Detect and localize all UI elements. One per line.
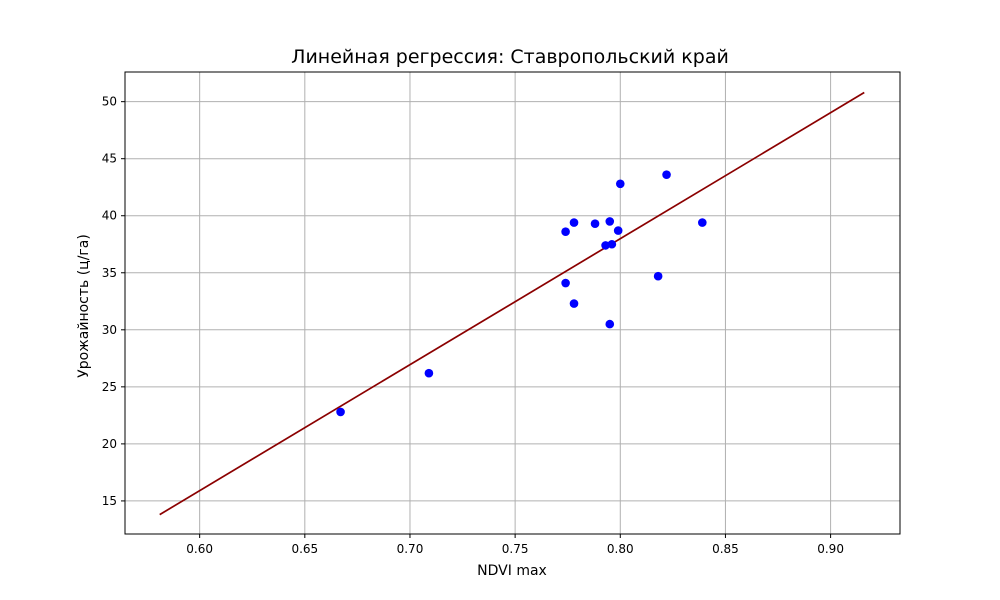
regression-line-layer	[159, 91, 865, 516]
y-tick-label: 40	[102, 209, 117, 223]
data-point	[607, 239, 617, 249]
y-tick-label: 25	[102, 380, 117, 394]
data-point	[613, 226, 623, 235]
x-axis-ticks: 0.60 0.65 0.70 0.75 0.80 0.85 0.90	[186, 534, 844, 556]
y-tick-label: 35	[102, 266, 117, 280]
x-tick-label: 0.85	[712, 542, 739, 556]
data-point	[561, 227, 570, 237]
scatter-points	[336, 170, 707, 417]
x-axis-label: NDVI max	[477, 563, 547, 579]
y-axis-ticks: 15 20 25 30 35 40 45 50	[102, 95, 125, 508]
data-point	[336, 407, 345, 417]
data-point	[653, 271, 663, 281]
y-tick-label: 15	[102, 494, 117, 508]
x-tick-label: 0.75	[502, 542, 529, 556]
data-point	[605, 217, 615, 226]
data-point	[698, 218, 707, 227]
data-point	[590, 219, 600, 229]
x-tick-label: 0.70	[397, 542, 424, 556]
data-point	[605, 319, 615, 329]
regression-line	[159, 91, 865, 516]
data-point	[561, 278, 570, 288]
y-tick-label: 45	[102, 152, 117, 166]
plot-frame	[124, 71, 901, 535]
data-point	[569, 218, 579, 227]
y-tick-label: 20	[102, 437, 117, 451]
data-point	[615, 179, 625, 189]
y-tick-label: 30	[102, 323, 117, 337]
x-tick-label: 0.80	[607, 542, 634, 556]
x-tick-label: 0.65	[291, 542, 318, 556]
data-point	[662, 170, 671, 179]
grid	[125, 72, 900, 534]
chart-title: Линейная регрессия: Ставропольский край	[291, 46, 729, 68]
y-axis-label: Урожайность (ц/га)	[76, 234, 92, 378]
data-point	[569, 299, 579, 308]
x-tick-label: 0.90	[817, 542, 844, 556]
y-tick-label: 50	[102, 95, 117, 109]
data-point	[424, 368, 434, 378]
x-tick-label: 0.60	[186, 542, 213, 556]
